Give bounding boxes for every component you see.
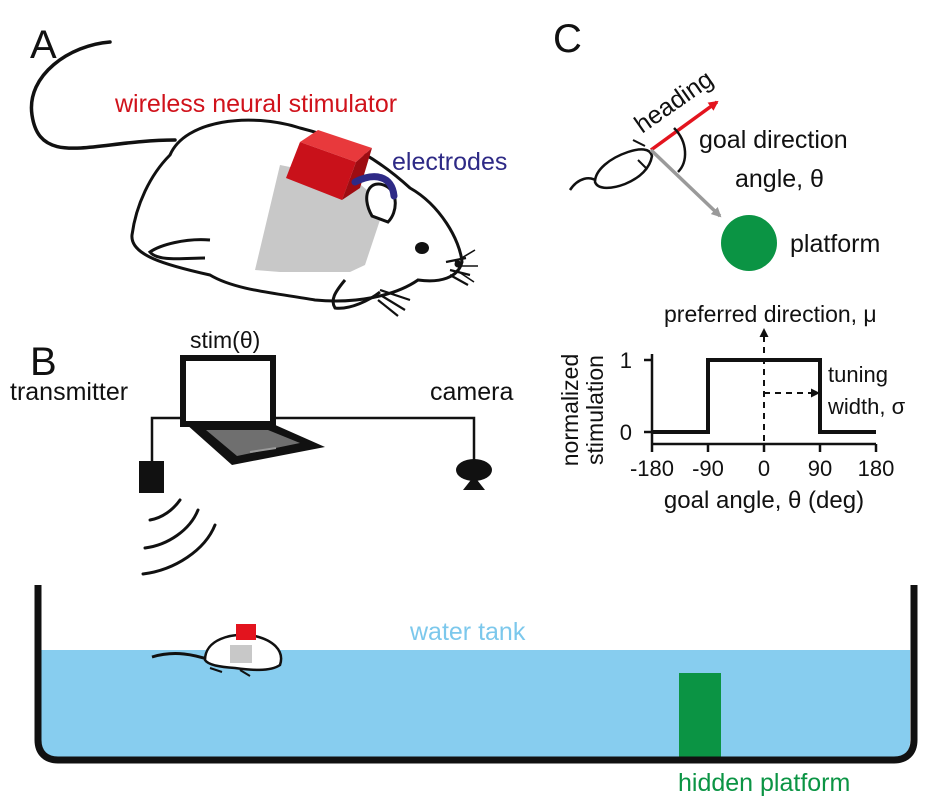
- rat-illustration: [29, 40, 478, 317]
- platform-label: platform: [790, 230, 880, 258]
- chart-ylabel-line2: stimulation: [582, 355, 608, 465]
- rat-ear: [365, 182, 397, 224]
- stim-label: stim(θ): [190, 327, 260, 353]
- chart-xlabel: goal angle, θ (deg): [664, 487, 864, 514]
- camera-icon: [456, 459, 492, 490]
- water-tank: [34, 585, 918, 764]
- chart-ylabel-line1: normalized: [557, 354, 583, 467]
- swimming-rat: [151, 624, 283, 677]
- transmitter-icon: [139, 461, 164, 493]
- tuning-width-label-line1: tuning: [828, 362, 888, 387]
- panel-a: A wi: [29, 23, 507, 317]
- x-tick-label: 90: [808, 456, 832, 481]
- electrodes-wire: [351, 173, 398, 200]
- panel-c-letter: C: [553, 17, 582, 61]
- tuning-width-label-line2: width, σ: [827, 394, 906, 419]
- x-tick-label: 180: [858, 456, 895, 481]
- goal-direction-arrow: [649, 148, 722, 218]
- panel-a-letter: A: [30, 23, 57, 67]
- preferred-direction-label: preferred direction, μ: [664, 301, 877, 327]
- y-tick-label-1: 1: [620, 348, 632, 373]
- tuning-chart: normalized stimulation 1 0 -180 -90 0 90 180…: [557, 301, 906, 514]
- stimulator-label: wireless neural stimulator: [114, 90, 397, 118]
- laptop-icon: [180, 355, 325, 465]
- transmitter-label: transmitter: [10, 378, 128, 406]
- goal-direction-label-line2: angle, θ: [735, 165, 824, 193]
- goal-direction-label-line1: goal direction: [699, 126, 848, 154]
- connection-wire: [150, 416, 476, 462]
- angle-arc: [673, 127, 687, 173]
- camera-label: camera: [430, 378, 513, 406]
- panel-b-letter: B: [30, 340, 57, 384]
- hidden-platform-label: hidden platform: [678, 769, 850, 797]
- x-tick-label: -90: [692, 456, 724, 481]
- rat-hind-leg: [147, 238, 211, 261]
- platform-circle: [721, 215, 777, 271]
- heading-arrow: [649, 100, 719, 152]
- topview-rat: [568, 139, 654, 191]
- rat-eye: [415, 242, 429, 254]
- tank-label: water tank: [409, 618, 526, 646]
- stimulator-device: [286, 130, 372, 200]
- panel-b: B stim(θ) transmitter camera: [10, 327, 918, 797]
- radio-waves-icon: [141, 498, 217, 576]
- x-tick-label: 0: [758, 456, 770, 481]
- y-tick-label-0: 0: [620, 420, 632, 445]
- rat-whiskers: [454, 249, 478, 283]
- swimming-rat-stimulator: [236, 624, 256, 640]
- x-tick-label: -180: [630, 456, 674, 481]
- panel-c: C heading goal direction angle, θ platfo…: [553, 17, 880, 271]
- hidden-platform: [679, 673, 721, 760]
- electrodes-label: electrodes: [392, 148, 507, 176]
- rat-tail: [29, 40, 177, 150]
- rat-front-leg: [331, 279, 381, 310]
- y-axis-ticks: [644, 358, 652, 434]
- x-axis-tick-labels: -180 -90 0 90 180: [630, 456, 894, 481]
